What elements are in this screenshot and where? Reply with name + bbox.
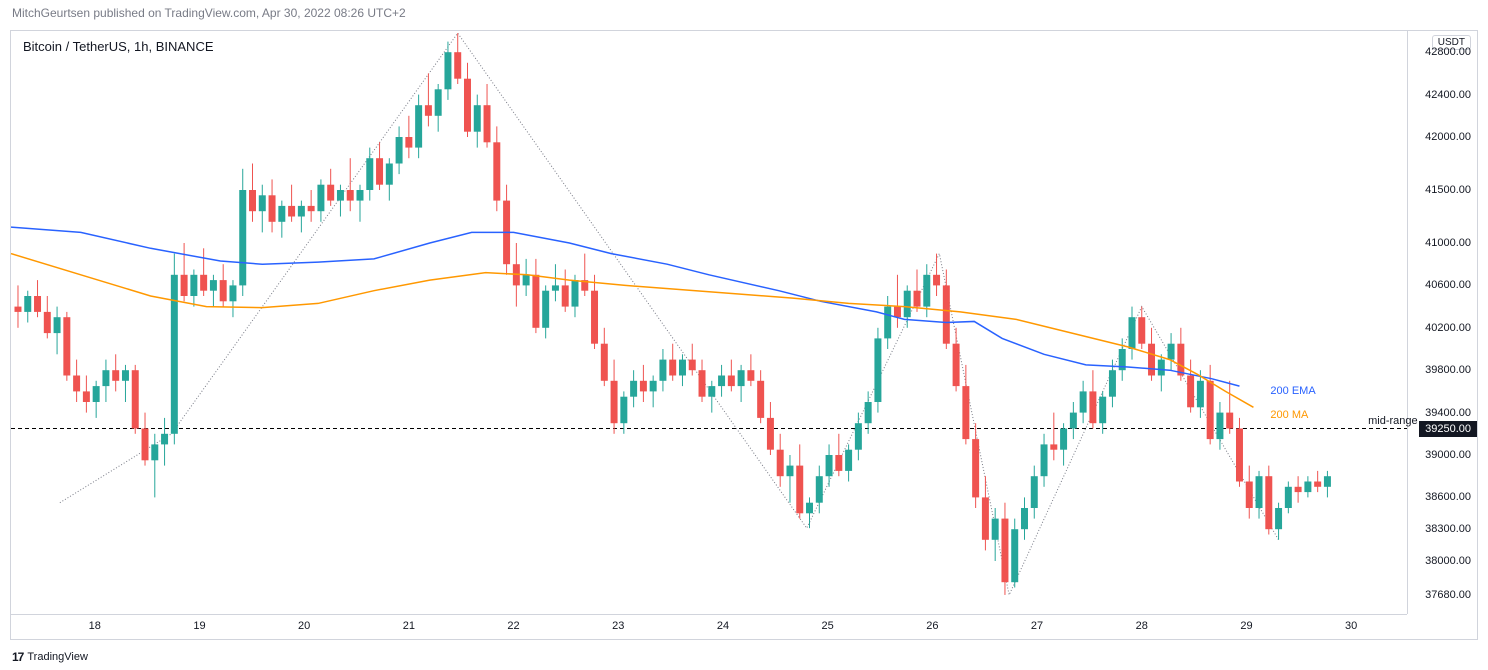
ema-label: 200 EMA — [1270, 385, 1315, 397]
y-axis-label: 42400.00 — [1425, 89, 1471, 101]
x-axis-label: 27 — [1031, 620, 1043, 632]
y-axis-label: 41000.00 — [1425, 237, 1471, 249]
y-axis-label: 40600.00 — [1425, 279, 1471, 291]
x-axis-label: 18 — [89, 620, 101, 632]
publish-header: MitchGeurtsen published on TradingView.c… — [0, 0, 1488, 26]
y-axis-label: 38600.00 — [1425, 491, 1471, 503]
tradingview-logo-icon: 17 — [12, 650, 23, 664]
x-axis[interactable]: 18 19 20 21 22 23 24 25 26 27 28 29 30 — [11, 614, 1407, 639]
x-axis-label: 29 — [1240, 620, 1252, 632]
y-axis-label: 40200.00 — [1425, 322, 1471, 334]
x-axis-label: 23 — [612, 620, 624, 632]
footer: 17 TradingView — [12, 650, 88, 664]
x-axis-label: 19 — [193, 620, 205, 632]
y-axis-label: 39400.00 — [1425, 407, 1471, 419]
y-axis[interactable]: USDT 42800.0042400.0042000.0041500.00410… — [1407, 31, 1477, 614]
y-axis-label: 42800.00 — [1425, 46, 1471, 58]
y-axis-label: 41500.00 — [1425, 184, 1471, 196]
symbol-info: Bitcoin / TetherUS, 1h, BINANCE — [23, 39, 214, 54]
x-axis-label: 26 — [926, 620, 938, 632]
midrange-label: mid-range — [1368, 415, 1418, 427]
x-axis-label: 28 — [1136, 620, 1148, 632]
x-axis-label: 24 — [717, 620, 729, 632]
current-price-badge: 39250.00 — [1419, 421, 1477, 437]
y-axis-label: 39800.00 — [1425, 364, 1471, 376]
y-axis-label: 39000.00 — [1425, 449, 1471, 461]
x-axis-label: 20 — [298, 620, 310, 632]
x-axis-label: 30 — [1345, 620, 1357, 632]
x-axis-label: 25 — [822, 620, 834, 632]
price-chart[interactable] — [11, 31, 1407, 614]
x-axis-label: 22 — [507, 620, 519, 632]
y-axis-label: 38300.00 — [1425, 523, 1471, 535]
y-axis-label: 42000.00 — [1425, 131, 1471, 143]
chart-container[interactable]: Bitcoin / TetherUS, 1h, BINANCE USDT 428… — [10, 30, 1478, 640]
x-axis-label: 21 — [403, 620, 415, 632]
chart-area[interactable] — [11, 31, 1407, 614]
publish-text: MitchGeurtsen published on TradingView.c… — [12, 6, 406, 20]
ma-label: 200 MA — [1270, 409, 1308, 421]
y-axis-label: 38000.00 — [1425, 555, 1471, 567]
footer-text: TradingView — [27, 651, 88, 663]
y-axis-label: 37680.00 — [1425, 589, 1471, 601]
